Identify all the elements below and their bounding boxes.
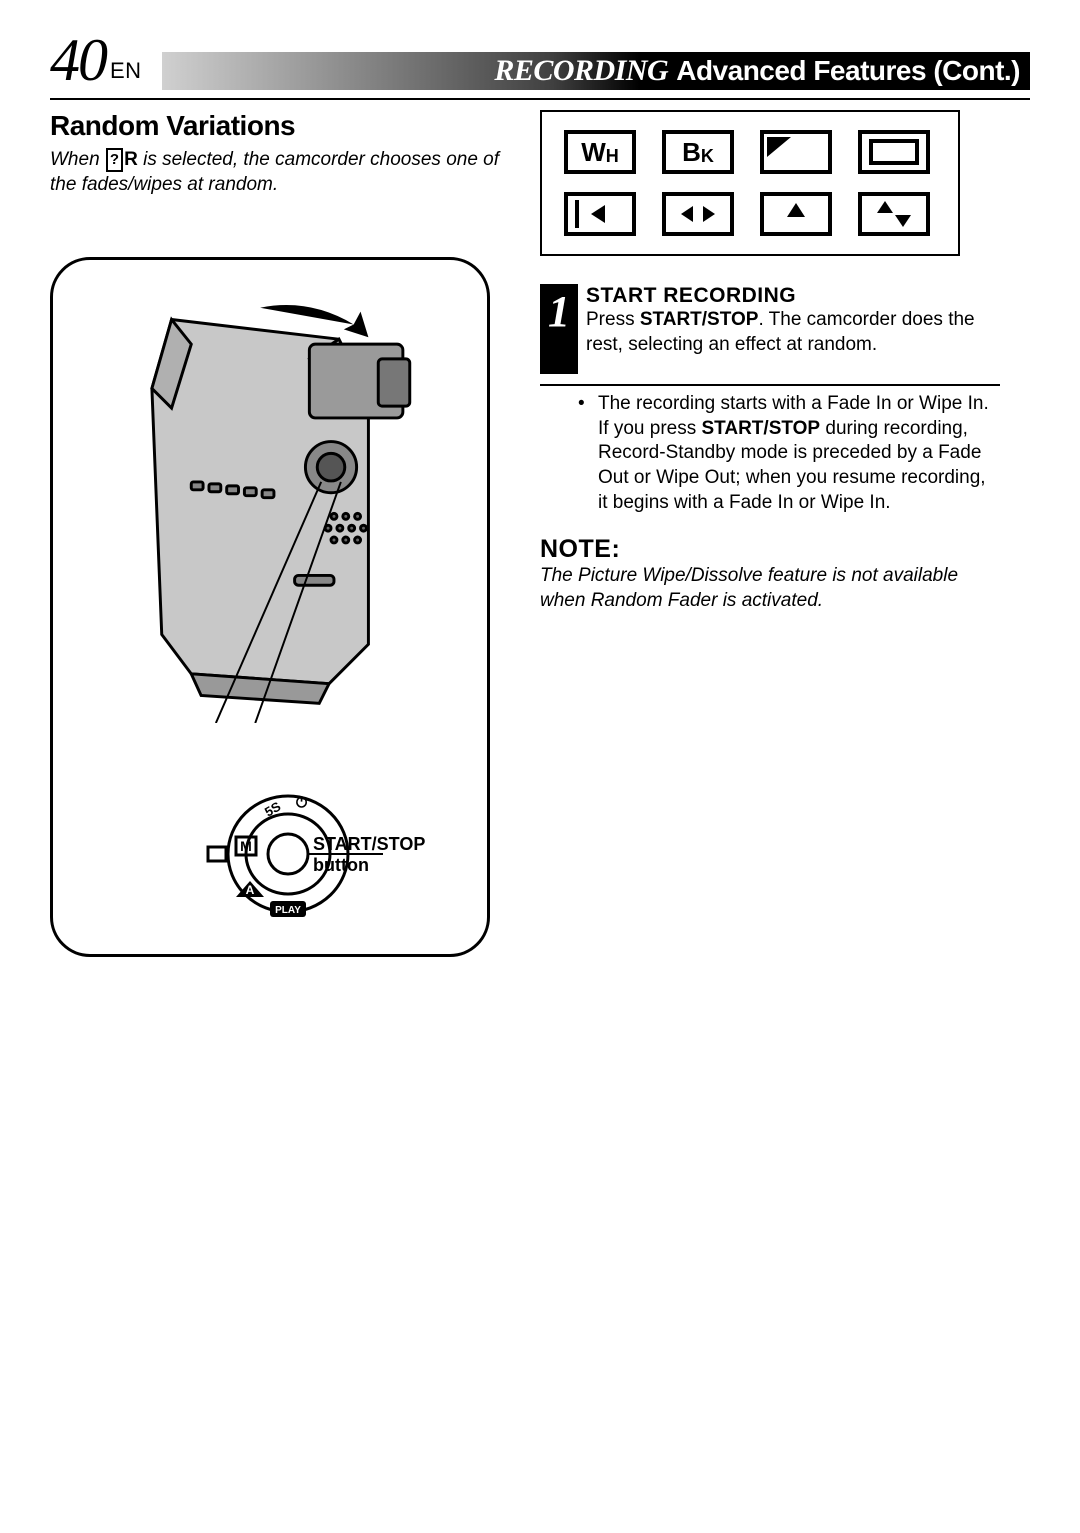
bullet-mark: • (578, 392, 590, 515)
camcorder-illustration-box: M A 5S ⏻ PLAY START/STOP button (50, 257, 490, 957)
random-desc-before: When (50, 149, 105, 170)
question-r-icon: ? (106, 148, 123, 172)
header-bar: RECORDING Advanced Features (Cont.) (162, 52, 1030, 90)
bullet-text-bold: START/STOP (702, 418, 821, 439)
step-text-before: Press (586, 309, 640, 330)
effect-slide-left-icon (564, 192, 636, 236)
camcorder-illustration (83, 290, 457, 723)
header-subtitle: Advanced Features (Cont.) (676, 55, 1020, 87)
random-variations-title: Random Variations (50, 110, 510, 142)
question-r-icon-q: ? (110, 151, 119, 168)
bullet-text: The recording starts with a Fade In or W… (590, 392, 1000, 515)
effect-slide-horizontal-icon (662, 192, 734, 236)
header-recording-label: RECORDING (494, 54, 668, 88)
effects-icon-grid: WH BK (540, 110, 960, 256)
effect-wh-icon: WH (564, 130, 636, 174)
svg-text:M: M (240, 838, 252, 854)
svg-text:⏻: ⏻ (296, 794, 307, 810)
question-r-icon-r: R (124, 149, 138, 170)
page-number: 40 (50, 30, 106, 90)
effect-bk-icon: BK (662, 130, 734, 174)
effect-scroll-vertical-icon (858, 192, 930, 236)
bk-small: K (701, 146, 714, 166)
page-language: EN (110, 58, 142, 84)
wh-small: H (606, 146, 619, 166)
start-stop-button-label: START/STOP button (313, 834, 463, 875)
svg-text:PLAY: PLAY (275, 905, 301, 916)
step-title: START RECORDING (586, 284, 1000, 308)
effect-scroll-up-icon (760, 192, 832, 236)
svg-text:A: A (246, 883, 255, 897)
step-1-block: 1 START RECORDING Press START/STOP. The … (540, 284, 1000, 386)
step-number: 1 (540, 284, 578, 374)
step-bullet-block: • The recording starts with a Fade In or… (540, 392, 1000, 515)
dial-callout: M A 5S ⏻ PLAY START/STOP button (113, 779, 463, 929)
wh-big: W (581, 137, 606, 167)
page-header: 40 EN RECORDING Advanced Features (Cont.… (50, 40, 1030, 90)
step-text-bold: START/STOP (640, 309, 759, 330)
random-variations-desc: When ?R is selected, the camcorder choos… (50, 148, 510, 197)
effect-corner-wipe-icon (760, 130, 832, 174)
note-title: NOTE: (540, 535, 1000, 564)
note-text: The Picture Wipe/Dissolve feature is not… (540, 564, 1000, 613)
step-text: Press START/STOP. The camcorder does the… (586, 308, 1000, 357)
header-rule (50, 98, 1030, 100)
bk-big: B (682, 137, 701, 167)
effect-window-wipe-icon (858, 130, 930, 174)
